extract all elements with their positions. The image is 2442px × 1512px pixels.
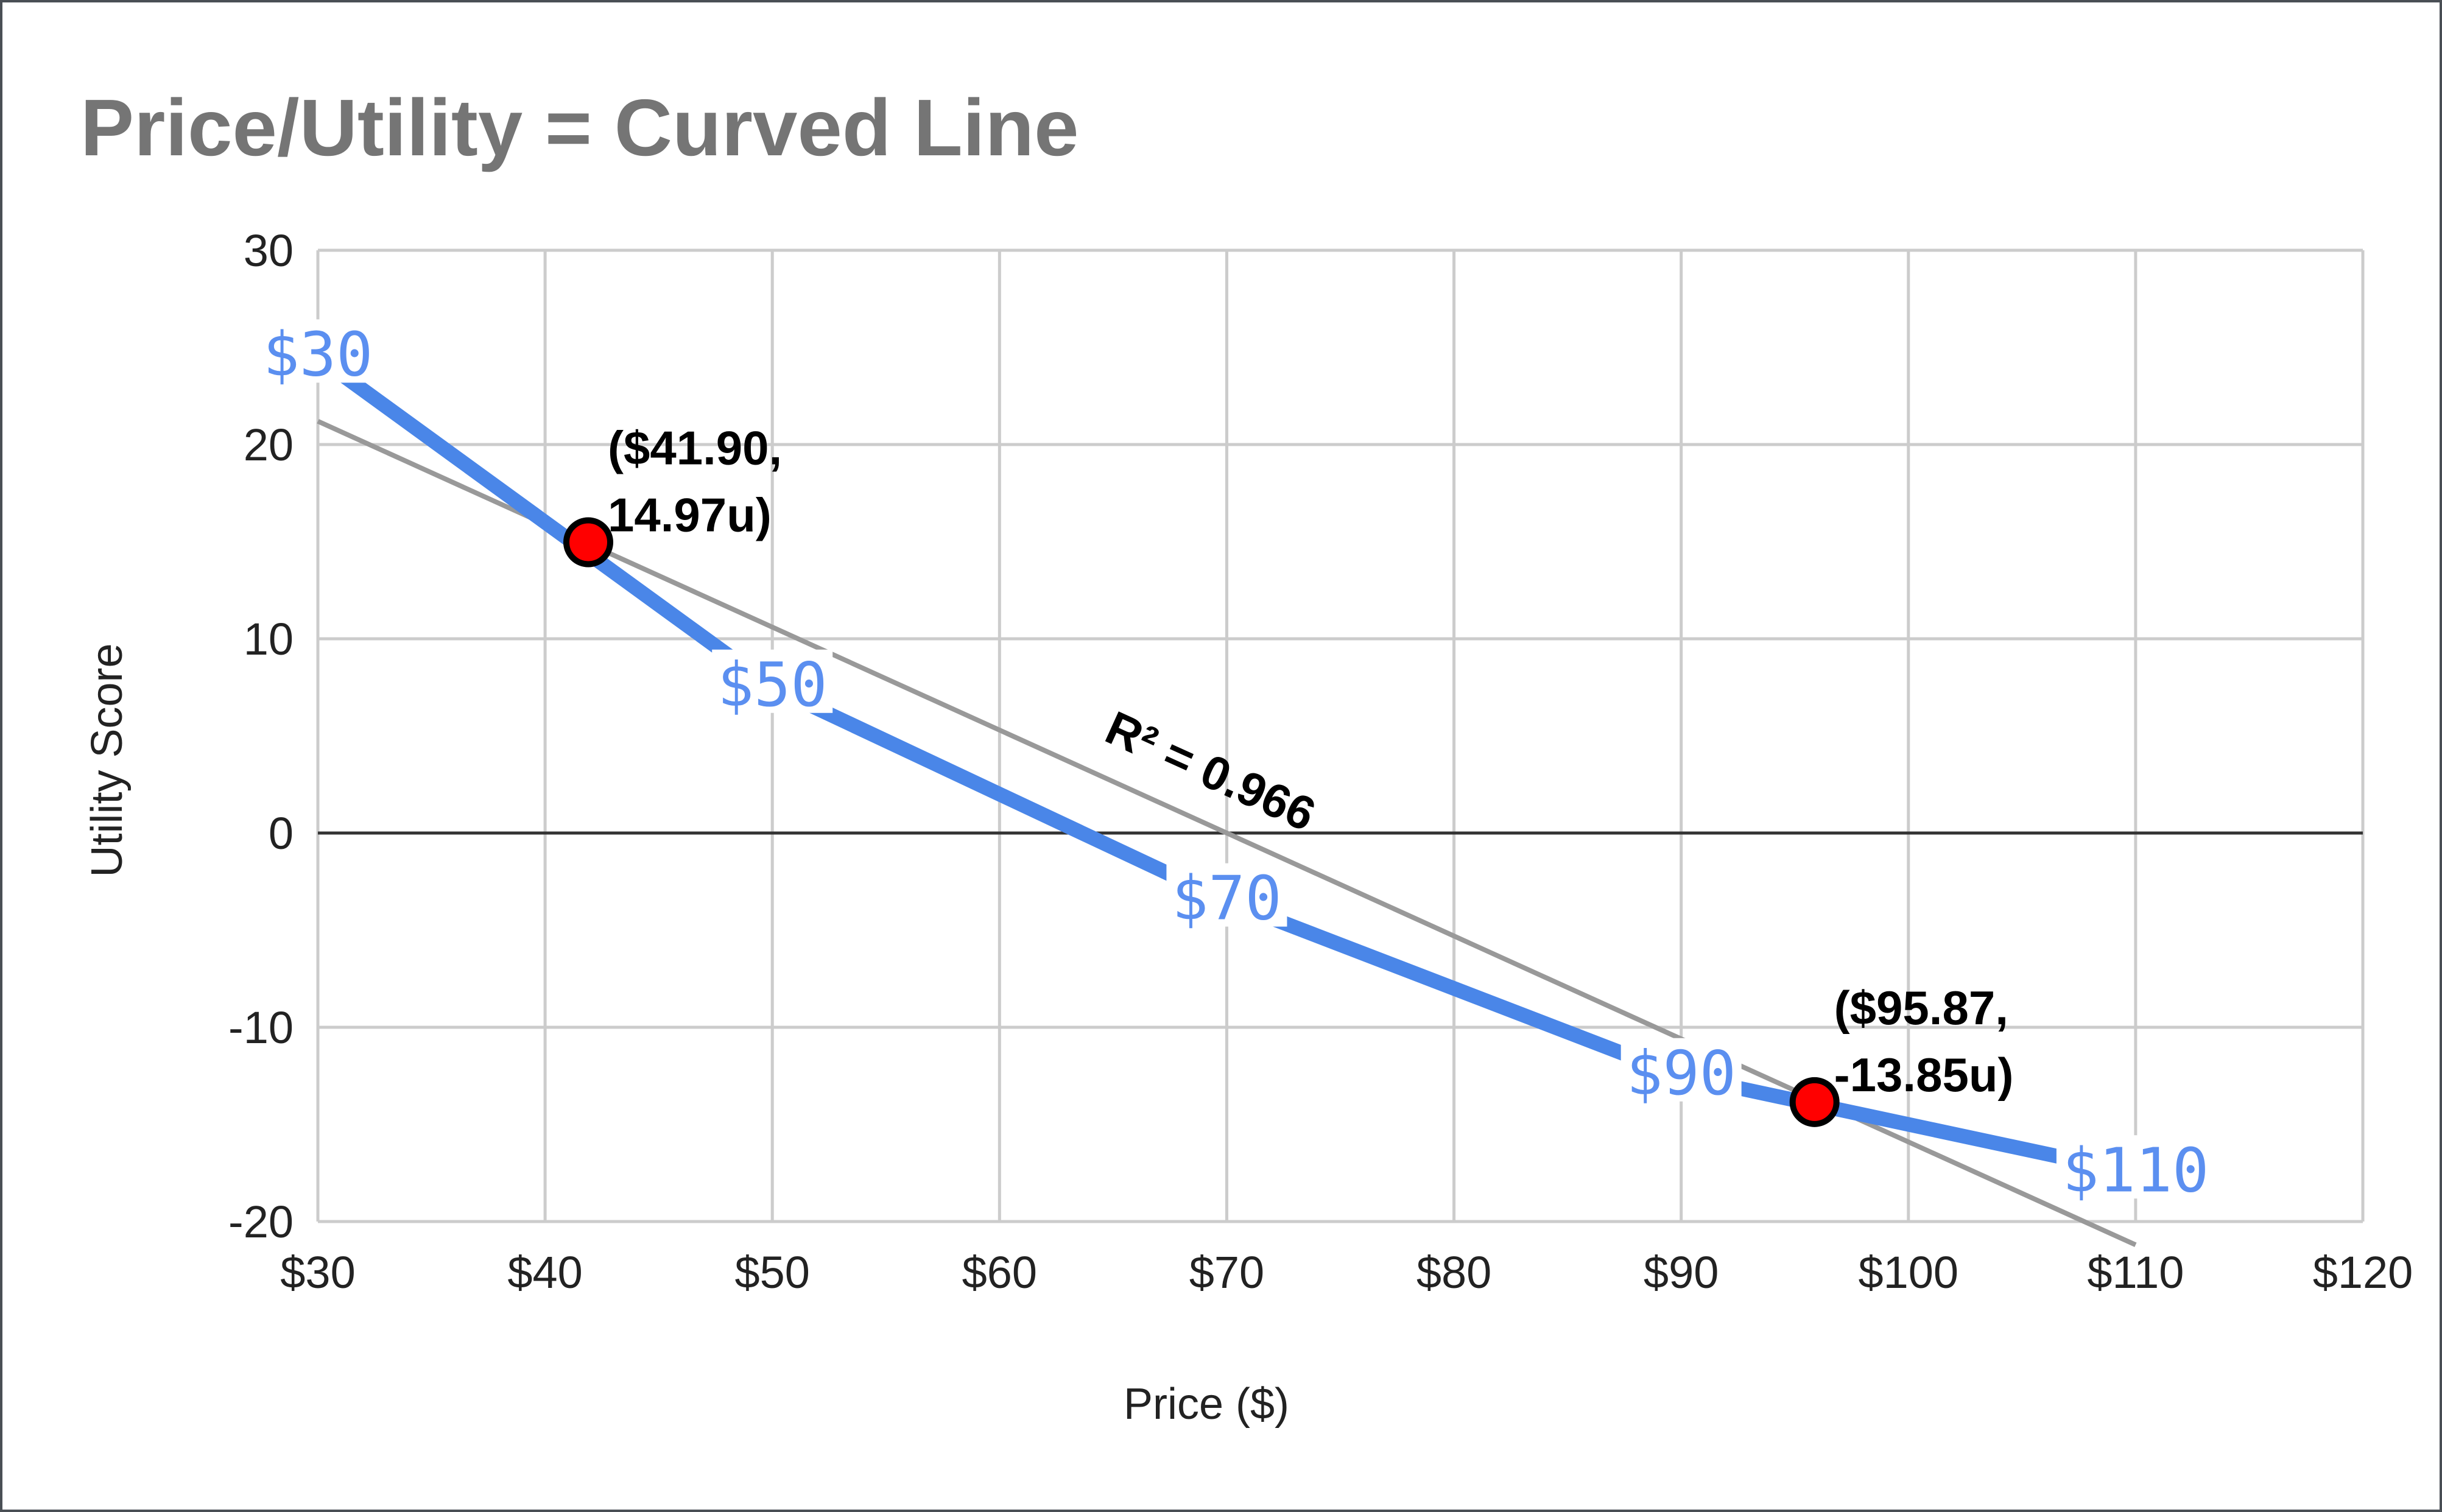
point-label: $30 (263, 318, 373, 390)
y-tick-label: 10 (244, 614, 294, 664)
grid-lines (316, 248, 2365, 1223)
y-tick-label: -20 (228, 1197, 294, 1247)
x-tick-label: $90 (1644, 1247, 1719, 1298)
x-tick-label: $30 (280, 1247, 355, 1298)
x-tick-label: $70 (1189, 1247, 1264, 1298)
x-tick-label: $110 (2087, 1247, 2184, 1298)
point-label: $110 (2062, 1134, 2209, 1206)
point-label: $70 (1172, 863, 1282, 934)
highlight-points: ($41.90, 14.97u) ($95.87, -13.85u) (563, 421, 2014, 1127)
point-label-bg (1620, 1038, 1742, 1102)
y-tick-label: 20 (244, 420, 294, 470)
point-label-bg (1166, 863, 1287, 927)
highlight-label-line2: -13.85u) (1834, 1048, 2014, 1102)
point-label-bg (712, 649, 833, 713)
point-label-bg (258, 319, 378, 383)
point-label: $90 (1626, 1038, 1736, 1109)
x-tick-label: $40 (507, 1247, 582, 1298)
x-tick-label: $60 (962, 1247, 1037, 1298)
highlight-label-line2: 14.97u) (608, 488, 772, 541)
y-tick-labels: 30 20 10 0 -10 -20 (228, 225, 294, 1247)
highlight-point (1789, 1077, 1840, 1127)
y-tick-label: 30 (244, 225, 294, 276)
highlight-label-line1: ($95.87, (1834, 981, 2008, 1035)
x-tick-labels: $30 $40 $50 $60 $70 $80 $90 $100 $110 $120 (280, 1247, 2413, 1298)
chart-title: Price/Utility = Curved Line (80, 83, 1079, 172)
y-tick-label: -10 (228, 1002, 294, 1053)
r-squared-label: R² = 0.966 (1098, 700, 1323, 841)
y-tick-label: 0 (269, 808, 294, 859)
x-tick-label: $100 (1858, 1247, 1958, 1298)
x-tick-label: $120 (2313, 1247, 2413, 1298)
highlight-point (563, 517, 614, 568)
x-axis-label: Price ($) (1124, 1380, 1289, 1429)
point-label: $50 (717, 649, 828, 720)
point-label-bg (2056, 1135, 2215, 1199)
highlight-label-line1: ($41.90, (608, 421, 782, 474)
x-tick-label: $80 (1416, 1247, 1491, 1298)
y-axis-label: Utility Score (83, 643, 132, 877)
x-tick-label: $50 (734, 1247, 809, 1298)
